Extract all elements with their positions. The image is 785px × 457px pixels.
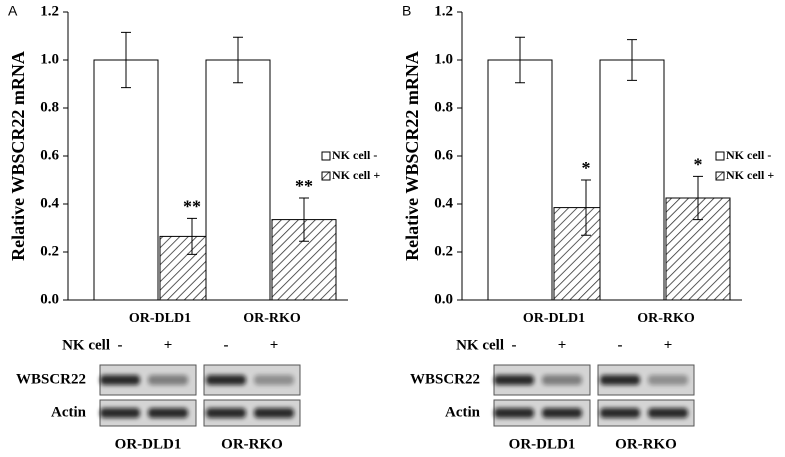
lane-label: + xyxy=(558,337,567,353)
blot-band xyxy=(100,408,140,418)
legend-label: NK cell + xyxy=(332,168,380,182)
legend-swatch xyxy=(715,171,725,181)
blot-band xyxy=(148,375,188,385)
legend-swatch xyxy=(321,171,331,181)
bar xyxy=(665,197,731,301)
blot-band xyxy=(600,408,640,418)
y-tick-label: 0.4 xyxy=(40,195,59,211)
blot-group-label: OR-DLD1 xyxy=(115,436,182,452)
legend-swatch xyxy=(715,151,725,161)
blot-band xyxy=(600,375,640,385)
error-bar xyxy=(581,179,591,236)
blot-band xyxy=(648,408,688,418)
blot-group-label: OR-RKO xyxy=(221,436,283,452)
lane-label: - xyxy=(618,337,623,353)
blot-band xyxy=(254,408,294,418)
y-tick-label: 1.2 xyxy=(434,3,453,19)
y-tick-label: 0.4 xyxy=(434,195,453,211)
x-tick-label: OR-RKO xyxy=(243,311,301,326)
blot-treatment-label: NK cell xyxy=(62,337,110,353)
error-bar xyxy=(693,175,703,221)
blot-band xyxy=(206,408,246,418)
y-tick-label: 0.0 xyxy=(40,291,59,307)
y-tick-label: 1.0 xyxy=(40,51,59,67)
lane-label: - xyxy=(224,337,229,353)
blot-band xyxy=(100,375,140,385)
blot-treatment-label: NK cell xyxy=(456,337,504,353)
y-tick-label: 0.2 xyxy=(434,243,453,259)
blot-band xyxy=(494,375,534,385)
bar xyxy=(599,59,665,301)
legend-label: NK cell - xyxy=(726,148,771,162)
y-tick-label: 0.2 xyxy=(40,243,59,259)
bar xyxy=(93,59,159,301)
blot-band xyxy=(542,375,582,385)
x-tick-label: OR-DLD1 xyxy=(129,311,191,326)
blot-band xyxy=(206,375,246,385)
bar xyxy=(487,59,553,301)
significance: ** xyxy=(183,197,201,217)
panel-label: A xyxy=(8,3,18,19)
x-tick-label: OR-DLD1 xyxy=(523,311,585,326)
x-tick-label: OR-RKO xyxy=(637,311,695,326)
significance: * xyxy=(582,158,591,178)
legend-label: NK cell - xyxy=(332,148,377,162)
error-bar xyxy=(299,197,309,242)
lane-label: - xyxy=(512,337,517,353)
lane-label: + xyxy=(664,337,673,353)
error-bar xyxy=(187,217,197,255)
panel: B Relative WBSCR22 mRNA 0.0 0.2 0.4 0.6 0.8 1.0… xyxy=(402,3,774,453)
lane-label: + xyxy=(164,337,173,353)
blot-group-label: OR-DLD1 xyxy=(509,436,576,452)
y-tick-label: 1.0 xyxy=(434,51,453,67)
error-bar xyxy=(233,36,243,84)
y-axis-label: Relative WBSCR22 mRNA xyxy=(8,51,28,261)
y-axis-label: Relative WBSCR22 mRNA xyxy=(402,51,422,261)
legend-label: NK cell + xyxy=(726,168,774,182)
y-tick-label: 0.0 xyxy=(434,291,453,307)
error-bar xyxy=(121,31,131,89)
y-tick-label: 0.6 xyxy=(434,147,453,163)
lane-label: + xyxy=(270,337,279,353)
significance: ** xyxy=(295,176,313,196)
legend-swatch xyxy=(321,151,331,161)
lane-label: - xyxy=(118,337,123,353)
blot-row-label: Actin xyxy=(445,404,481,420)
blot-band xyxy=(648,375,688,385)
error-bar xyxy=(627,39,637,81)
blot-band xyxy=(494,408,534,418)
panel-label: B xyxy=(402,3,411,19)
blot-row-label: WBSCR22 xyxy=(16,371,86,387)
y-tick-label: 0.8 xyxy=(434,99,453,115)
blot-group-label: OR-RKO xyxy=(615,436,677,452)
bar xyxy=(205,59,271,301)
blot-row-label: Actin xyxy=(51,404,87,420)
blot-band xyxy=(542,408,582,418)
blot-band xyxy=(254,375,294,385)
blot-band xyxy=(148,408,188,418)
y-tick-label: 1.2 xyxy=(40,3,59,19)
significance: * xyxy=(694,155,703,175)
blot-row-label: WBSCR22 xyxy=(410,371,480,387)
y-tick-label: 0.8 xyxy=(40,99,59,115)
error-bar xyxy=(515,36,525,84)
y-tick-label: 0.6 xyxy=(40,147,59,163)
panel: A Relative WBSCR22 mRNA 0.0 0.2 0.4 0.6 0.8 1.0… xyxy=(8,3,380,453)
